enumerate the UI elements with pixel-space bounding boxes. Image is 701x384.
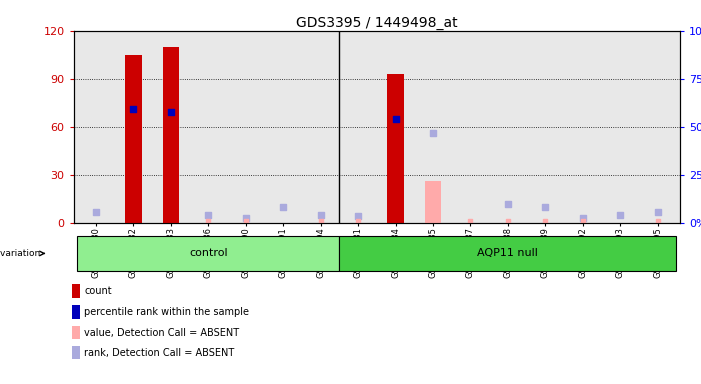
Bar — [425, 181, 442, 223]
Bar — [72, 346, 80, 359]
Text: AQP11 null: AQP11 null — [477, 248, 538, 258]
Point — [353, 218, 364, 225]
Bar — [163, 47, 179, 223]
Bar — [72, 305, 80, 319]
Point — [315, 212, 326, 218]
Bar — [339, 236, 676, 271]
Bar — [387, 74, 404, 223]
Point — [577, 218, 588, 225]
Bar — [125, 55, 142, 223]
Text: control: control — [189, 248, 228, 258]
Text: rank, Detection Call = ABSENT: rank, Detection Call = ABSENT — [84, 348, 235, 358]
Point — [90, 209, 102, 215]
Title: GDS3395 / 1449498_at: GDS3395 / 1449498_at — [296, 16, 458, 30]
Point — [315, 218, 326, 225]
Point — [203, 218, 214, 225]
Point — [652, 209, 663, 215]
Point — [540, 204, 551, 210]
Point — [577, 215, 588, 221]
Text: value, Detection Call = ABSENT: value, Detection Call = ABSENT — [84, 328, 240, 338]
Point — [540, 218, 551, 225]
Text: genotype/variation: genotype/variation — [0, 249, 41, 258]
Point — [353, 213, 364, 219]
Point — [615, 212, 626, 218]
Point — [652, 218, 663, 225]
Point — [203, 212, 214, 218]
Point — [502, 218, 513, 225]
Point — [240, 215, 252, 221]
Point — [465, 218, 476, 225]
Point — [390, 116, 401, 122]
Text: percentile rank within the sample: percentile rank within the sample — [84, 307, 250, 317]
Point — [165, 109, 177, 116]
Point — [278, 204, 289, 210]
Bar — [72, 326, 80, 339]
Point — [240, 218, 252, 225]
Bar — [77, 236, 339, 271]
Point — [128, 106, 139, 112]
Point — [428, 130, 439, 136]
Bar — [72, 284, 80, 298]
Point — [502, 200, 513, 207]
Text: count: count — [84, 286, 112, 296]
